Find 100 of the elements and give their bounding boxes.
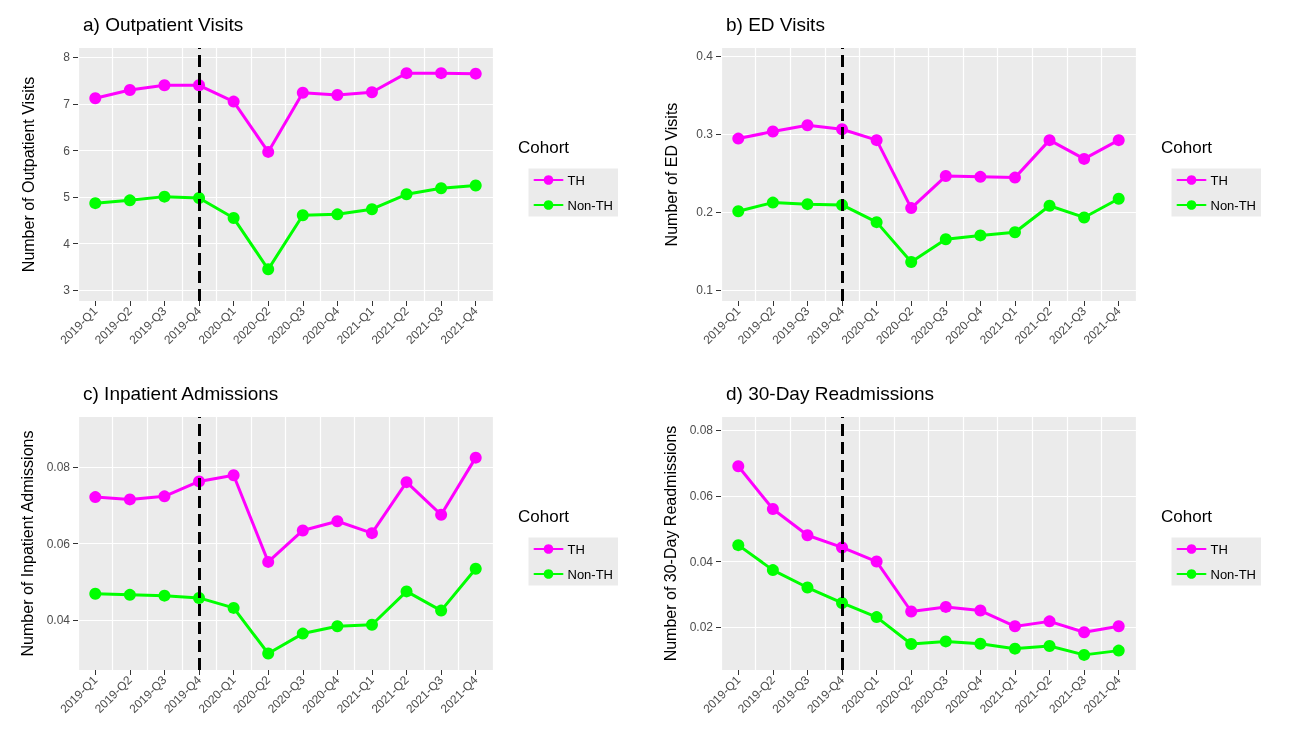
chart-title: c) Inpatient Admissions bbox=[83, 383, 279, 404]
point bbox=[365, 618, 378, 631]
point bbox=[766, 196, 779, 209]
point bbox=[1112, 644, 1125, 657]
y-tick-label: 0.4 bbox=[696, 48, 714, 63]
legend-label: TH bbox=[1210, 541, 1228, 557]
point bbox=[400, 476, 413, 489]
legend-label: TH bbox=[1210, 172, 1228, 188]
y-tick-label: 8 bbox=[63, 50, 71, 65]
point bbox=[400, 188, 413, 201]
y-axis-title: Number of ED Visits bbox=[662, 102, 680, 247]
point bbox=[123, 194, 136, 207]
point bbox=[1078, 211, 1091, 224]
legend-label: Non-TH bbox=[567, 197, 614, 213]
point bbox=[732, 460, 745, 473]
point bbox=[262, 647, 275, 660]
point bbox=[905, 202, 918, 215]
point bbox=[766, 564, 779, 577]
point bbox=[801, 119, 814, 132]
y-axis-title: Number of 30-Day Readmissions bbox=[662, 425, 680, 662]
point bbox=[435, 182, 448, 195]
point bbox=[89, 92, 102, 105]
legend-title: Cohort bbox=[1161, 506, 1213, 526]
point bbox=[435, 67, 448, 80]
y-tick-label: 5 bbox=[63, 190, 71, 205]
point bbox=[974, 229, 987, 242]
point bbox=[158, 190, 171, 203]
chart-title: a) Outpatient Visits bbox=[83, 14, 244, 35]
y-axis-title: Number of Outpatient Visits bbox=[19, 76, 37, 273]
point bbox=[331, 620, 344, 633]
y-tick-label: 0.06 bbox=[689, 488, 714, 503]
point bbox=[905, 605, 918, 618]
y-tick-label: 0.02 bbox=[689, 620, 714, 635]
point bbox=[1008, 171, 1021, 184]
point bbox=[123, 83, 136, 96]
point bbox=[227, 601, 240, 614]
point bbox=[870, 216, 883, 229]
point bbox=[732, 539, 745, 552]
y-tick-label: 0.04 bbox=[46, 613, 71, 628]
point bbox=[939, 600, 952, 613]
point bbox=[158, 79, 171, 92]
point bbox=[1008, 642, 1021, 655]
point bbox=[1112, 620, 1125, 633]
point bbox=[1112, 134, 1125, 147]
point bbox=[400, 585, 413, 598]
point bbox=[870, 555, 883, 568]
point bbox=[1043, 615, 1056, 628]
point bbox=[262, 263, 275, 276]
point bbox=[158, 490, 171, 503]
y-tick-label: 3 bbox=[63, 283, 71, 298]
legend-title: Cohort bbox=[1161, 137, 1213, 157]
point bbox=[732, 205, 745, 218]
y-tick-label: 6 bbox=[63, 143, 71, 158]
point bbox=[123, 588, 136, 601]
legend-label: TH bbox=[567, 541, 585, 557]
point bbox=[296, 209, 309, 222]
point bbox=[1043, 134, 1056, 147]
y-tick-label: 0.3 bbox=[696, 126, 714, 141]
point bbox=[1043, 640, 1056, 653]
point bbox=[227, 469, 240, 482]
y-tick-label: 0.08 bbox=[46, 459, 71, 474]
point bbox=[766, 125, 779, 138]
point bbox=[1078, 648, 1091, 661]
point bbox=[331, 89, 344, 102]
legend-label: Non-TH bbox=[1210, 566, 1257, 582]
point bbox=[89, 197, 102, 210]
y-tick-label: 0.06 bbox=[46, 536, 71, 551]
point bbox=[296, 524, 309, 537]
point bbox=[939, 635, 952, 648]
point bbox=[365, 527, 378, 540]
point bbox=[732, 132, 745, 145]
point bbox=[1112, 192, 1125, 205]
point bbox=[123, 493, 136, 506]
point bbox=[1008, 226, 1021, 239]
point bbox=[939, 170, 952, 183]
point bbox=[435, 604, 448, 617]
point bbox=[435, 508, 448, 521]
point bbox=[89, 491, 102, 504]
chart-title: b) ED Visits bbox=[726, 14, 825, 35]
point bbox=[365, 203, 378, 216]
legend-label: Non-TH bbox=[567, 566, 614, 582]
point bbox=[905, 255, 918, 268]
legend-label: TH bbox=[567, 172, 585, 188]
point bbox=[870, 134, 883, 147]
point bbox=[974, 637, 987, 650]
legend-title: Cohort bbox=[518, 506, 570, 526]
legend-title: Cohort bbox=[518, 137, 570, 157]
legend-label: Non-TH bbox=[1210, 197, 1257, 213]
y-tick-label: 0.08 bbox=[689, 423, 714, 438]
y-axis-title: Number of Inpatient Admissions bbox=[19, 430, 37, 657]
point bbox=[801, 198, 814, 211]
point bbox=[365, 86, 378, 99]
chart-title: d) 30-Day Readmissions bbox=[726, 383, 935, 404]
point bbox=[801, 529, 814, 542]
point bbox=[227, 212, 240, 225]
point bbox=[1078, 626, 1091, 639]
point bbox=[158, 589, 171, 602]
point bbox=[939, 233, 952, 246]
point bbox=[974, 604, 987, 617]
point bbox=[296, 627, 309, 640]
